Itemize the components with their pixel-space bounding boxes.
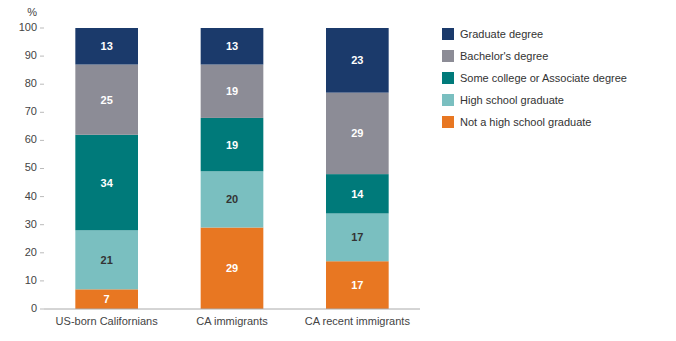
bar-segment [326, 261, 389, 309]
chart-container: 0 10 20 30 40 50 60 70 80 90 100% 7 29 17 21 20 17 34 19 14… [0, 0, 676, 341]
y-tick-label: 70 [25, 105, 37, 117]
data-label: 19 [226, 139, 238, 151]
y-tick [40, 140, 44, 141]
y-tick-label: 50 [25, 161, 37, 173]
data-label: 19 [226, 85, 238, 97]
bar-segment [201, 28, 264, 65]
legend: Graduate degree Bachelor's degree Some col… [442, 28, 627, 128]
x-axis: US-born Californians CA immigrants CA rece… [44, 309, 420, 327]
y-tick [40, 309, 44, 310]
data-label: 23 [351, 54, 363, 66]
bar-segment [201, 118, 264, 171]
chart: 0 10 20 30 40 50 60 70 80 90 100% 7 29 17 21 20 17 34 19 14… [0, 0, 676, 341]
bar-segment [201, 228, 264, 309]
x-axis-line [44, 309, 420, 310]
bar-segment [75, 230, 138, 289]
bar-segment [201, 171, 264, 227]
legend-swatch [442, 28, 454, 40]
bars [75, 28, 388, 309]
x-tick-label: CA recent immigrants [305, 315, 411, 327]
data-label: 13 [226, 40, 238, 52]
bar-segment [326, 93, 389, 174]
y-tick-label: 60 [25, 133, 37, 145]
data-label: 17 [351, 231, 363, 243]
y-tick-label: 20 [25, 246, 37, 258]
y-tick-label: 80 [25, 77, 37, 89]
data-label: 29 [351, 127, 363, 139]
data-label: 7 [104, 293, 110, 305]
legend-label: Bachelor's degree [460, 50, 548, 62]
y-tick [40, 56, 44, 57]
data-label: 14 [351, 188, 364, 200]
y-tick-label: 10 [25, 274, 37, 286]
y-axis-label: % [27, 6, 37, 18]
bar-segment [326, 174, 389, 213]
x-tick-label: CA immigrants [196, 315, 268, 327]
y-tick-label: 0 [31, 302, 37, 314]
legend-label: Some college or Associate degree [460, 72, 627, 84]
bar-segment [326, 213, 389, 261]
y-tick [40, 196, 44, 197]
legend-swatch [442, 50, 454, 62]
legend-label: Graduate degree [460, 28, 543, 40]
legend-swatch [442, 94, 454, 106]
y-tick [40, 224, 44, 225]
x-tick-label: US-born Californians [56, 315, 159, 327]
y-tick [40, 168, 44, 169]
data-label: 17 [351, 279, 363, 291]
legend-swatch [442, 116, 454, 128]
y-tick-label: 100 [19, 21, 37, 33]
data-label: 29 [226, 262, 238, 274]
legend-swatch [442, 72, 454, 84]
bar-segment [75, 65, 138, 135]
data-label: 13 [101, 40, 113, 52]
bar-segment [75, 289, 138, 309]
y-tick-label: 90 [25, 49, 37, 61]
bar-segment [75, 135, 138, 231]
data-label: 34 [101, 177, 114, 189]
data-label: 20 [226, 193, 238, 205]
bar-segment [326, 28, 389, 93]
bar-segment [201, 65, 264, 118]
y-tick [40, 84, 44, 85]
y-tick-label: 40 [25, 190, 37, 202]
y-axis: 0 10 20 30 40 50 60 70 80 90 100 [19, 21, 44, 314]
y-tick-label: 30 [25, 218, 37, 230]
y-tick [40, 28, 44, 29]
legend-label: High school graduate [460, 94, 564, 106]
data-label: 21 [101, 254, 113, 266]
y-tick [40, 112, 44, 113]
y-tick [40, 252, 44, 253]
y-tick [40, 280, 44, 281]
bar-segment [75, 28, 138, 65]
data-labels: 7 29 17 21 20 17 34 19 14 25 19 29 13 13 23 [101, 40, 365, 305]
legend-label: Not a high school graduate [460, 116, 591, 128]
data-label: 25 [101, 94, 113, 106]
